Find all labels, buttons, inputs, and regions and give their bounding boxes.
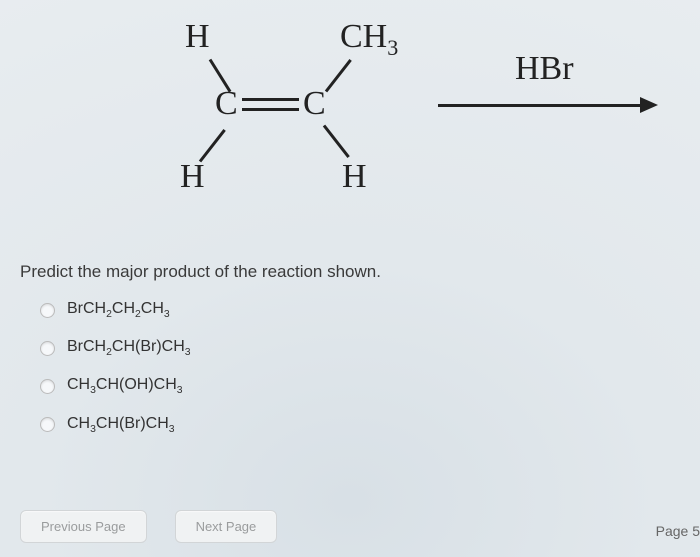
answer-label: CH3CH(OH)CH3 bbox=[67, 376, 183, 396]
next-page-button[interactable]: Next Page bbox=[175, 510, 278, 543]
left-carbon-label: C bbox=[215, 85, 238, 123]
reagent-label: HBr bbox=[515, 50, 574, 88]
bond-left-bottom bbox=[199, 129, 226, 162]
right-top-ch3-label: CH3 bbox=[340, 18, 398, 61]
radio-icon[interactable] bbox=[40, 417, 55, 432]
radio-icon[interactable] bbox=[40, 379, 55, 394]
page-indicator: Page 5 bbox=[656, 523, 700, 539]
answers-group: BrCH2CH2CH3 BrCH2CH(Br)CH3 CH3CH(OH)CH3 … bbox=[40, 300, 191, 435]
answer-label: BrCH2CH(Br)CH3 bbox=[67, 338, 191, 358]
reaction-arrow-line bbox=[438, 104, 643, 107]
right-carbon-label: C bbox=[303, 85, 326, 123]
left-bottom-h-label: H bbox=[180, 158, 205, 196]
answer-option-0[interactable]: BrCH2CH2CH3 bbox=[40, 300, 191, 320]
answer-label: BrCH2CH2CH3 bbox=[67, 300, 170, 320]
answer-label: CH3CH(Br)CH3 bbox=[67, 415, 175, 435]
answer-option-3[interactable]: CH3CH(Br)CH3 bbox=[40, 415, 191, 435]
previous-page-button[interactable]: Previous Page bbox=[20, 510, 147, 543]
answer-option-1[interactable]: BrCH2CH(Br)CH3 bbox=[40, 338, 191, 358]
radio-icon[interactable] bbox=[40, 341, 55, 356]
ch3-text: CH bbox=[340, 18, 387, 55]
reaction-diagram: C C H H CH3 H HBr bbox=[40, 10, 660, 230]
answer-option-2[interactable]: CH3CH(OH)CH3 bbox=[40, 376, 191, 396]
double-bond-top bbox=[242, 98, 299, 101]
right-bottom-h-label: H bbox=[342, 158, 367, 196]
double-bond-bottom bbox=[242, 108, 299, 111]
radio-icon[interactable] bbox=[40, 303, 55, 318]
question-prompt: Predict the major product of the reactio… bbox=[20, 262, 381, 282]
left-top-h-label: H bbox=[185, 18, 210, 56]
nav-row: Previous Page Next Page bbox=[20, 510, 700, 543]
ch3-sub: 3 bbox=[387, 35, 398, 60]
reaction-arrow-head bbox=[640, 97, 658, 113]
bond-right-bottom bbox=[323, 125, 350, 158]
bond-right-top bbox=[325, 59, 352, 92]
